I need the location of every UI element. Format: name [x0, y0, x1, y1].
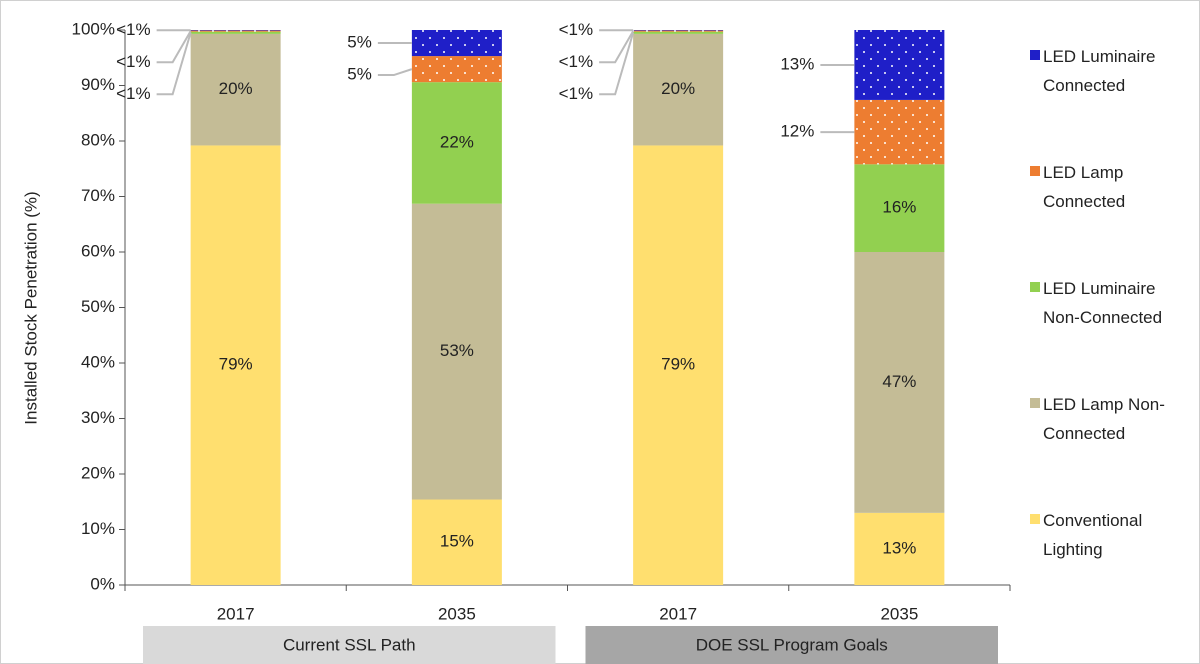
- y-tick-label: 10%: [81, 519, 115, 538]
- leader-line: [599, 30, 634, 64]
- y-tick-label: 60%: [81, 241, 115, 260]
- data-label: 22%: [440, 132, 474, 151]
- bar-segment: [633, 30, 724, 31]
- data-label: <1%: [559, 20, 594, 39]
- y-tick-label: 0%: [90, 574, 115, 593]
- bar-segment: [854, 164, 945, 252]
- bar-segment: [190, 33, 281, 146]
- data-label: 20%: [661, 79, 695, 98]
- leader-line: [156, 32, 192, 96]
- data-label: 13%: [780, 54, 814, 73]
- data-label: 15%: [440, 532, 474, 551]
- leader-line: [599, 32, 635, 96]
- y-tick-label: 40%: [81, 352, 115, 371]
- data-label: 79%: [661, 355, 695, 374]
- data-label: <1%: [559, 52, 594, 71]
- data-label: 13%: [882, 538, 916, 557]
- bar-segment: [854, 252, 945, 513]
- y-tick-label: 100%: [72, 19, 115, 38]
- leader-line: [377, 68, 413, 77]
- x-tick-label: 2035: [438, 604, 476, 623]
- data-label: <1%: [116, 52, 151, 71]
- y-tick-label: 30%: [81, 408, 115, 427]
- legend-swatch: [1030, 398, 1040, 408]
- bar-segment: [190, 145, 281, 585]
- bar-segment: [854, 30, 945, 100]
- bar-segment: [633, 33, 724, 146]
- data-label: 5%: [347, 33, 372, 52]
- bar-segment: [411, 56, 502, 83]
- legend-label: LED Lamp Connected: [1043, 163, 1126, 211]
- data-label: 53%: [440, 341, 474, 360]
- y-tick-label: 50%: [81, 297, 115, 316]
- bar-segment: [411, 203, 502, 500]
- y-tick-label: 90%: [81, 75, 115, 94]
- data-label: 47%: [882, 372, 916, 391]
- bar-segment: [190, 31, 281, 34]
- bar-segment: [411, 82, 502, 204]
- legend-swatch: [1030, 514, 1040, 524]
- data-label: 12%: [780, 122, 814, 141]
- data-label: <1%: [116, 84, 151, 103]
- group-label: DOE SSL Program Goals: [696, 635, 888, 654]
- y-tick-label: 70%: [81, 186, 115, 205]
- data-label: 79%: [219, 355, 253, 374]
- group-label: Current SSL Path: [283, 635, 416, 654]
- data-label: 16%: [882, 198, 916, 217]
- group-box: [143, 626, 556, 664]
- legend-label: Conventional Lighting: [1043, 511, 1143, 559]
- x-tick-label: 2017: [217, 604, 255, 623]
- x-tick-label: 2017: [659, 604, 697, 623]
- bar-segment: [633, 145, 724, 585]
- y-axis-label: Installed Stock Penetration (%): [21, 191, 40, 424]
- bar-segment: [854, 512, 945, 585]
- y-tick-label: 80%: [81, 130, 115, 149]
- data-label: 20%: [219, 79, 253, 98]
- bar-segment: [411, 499, 502, 585]
- bar-segment: [633, 31, 724, 34]
- legend-label: LED Luminaire Non-Connected: [1043, 279, 1163, 327]
- bar-segment: [411, 30, 502, 57]
- x-tick-label: 2035: [880, 604, 918, 623]
- bar-segment: [633, 30, 724, 32]
- leader-line: [156, 30, 192, 64]
- data-label: <1%: [116, 20, 151, 39]
- bar-segment: [854, 99, 945, 165]
- data-label: <1%: [559, 84, 594, 103]
- legend-swatch: [1030, 50, 1040, 60]
- group-box: [585, 626, 998, 664]
- bar-segment: [190, 30, 281, 31]
- legend-swatch: [1030, 166, 1040, 176]
- legend-swatch: [1030, 282, 1040, 292]
- legend-label: LED Luminaire Connected: [1043, 47, 1156, 95]
- data-label: 5%: [347, 65, 372, 84]
- bar-segment: [190, 30, 281, 32]
- y-tick-label: 20%: [81, 463, 115, 482]
- legend-label: LED Lamp Non-Connected: [1043, 395, 1165, 443]
